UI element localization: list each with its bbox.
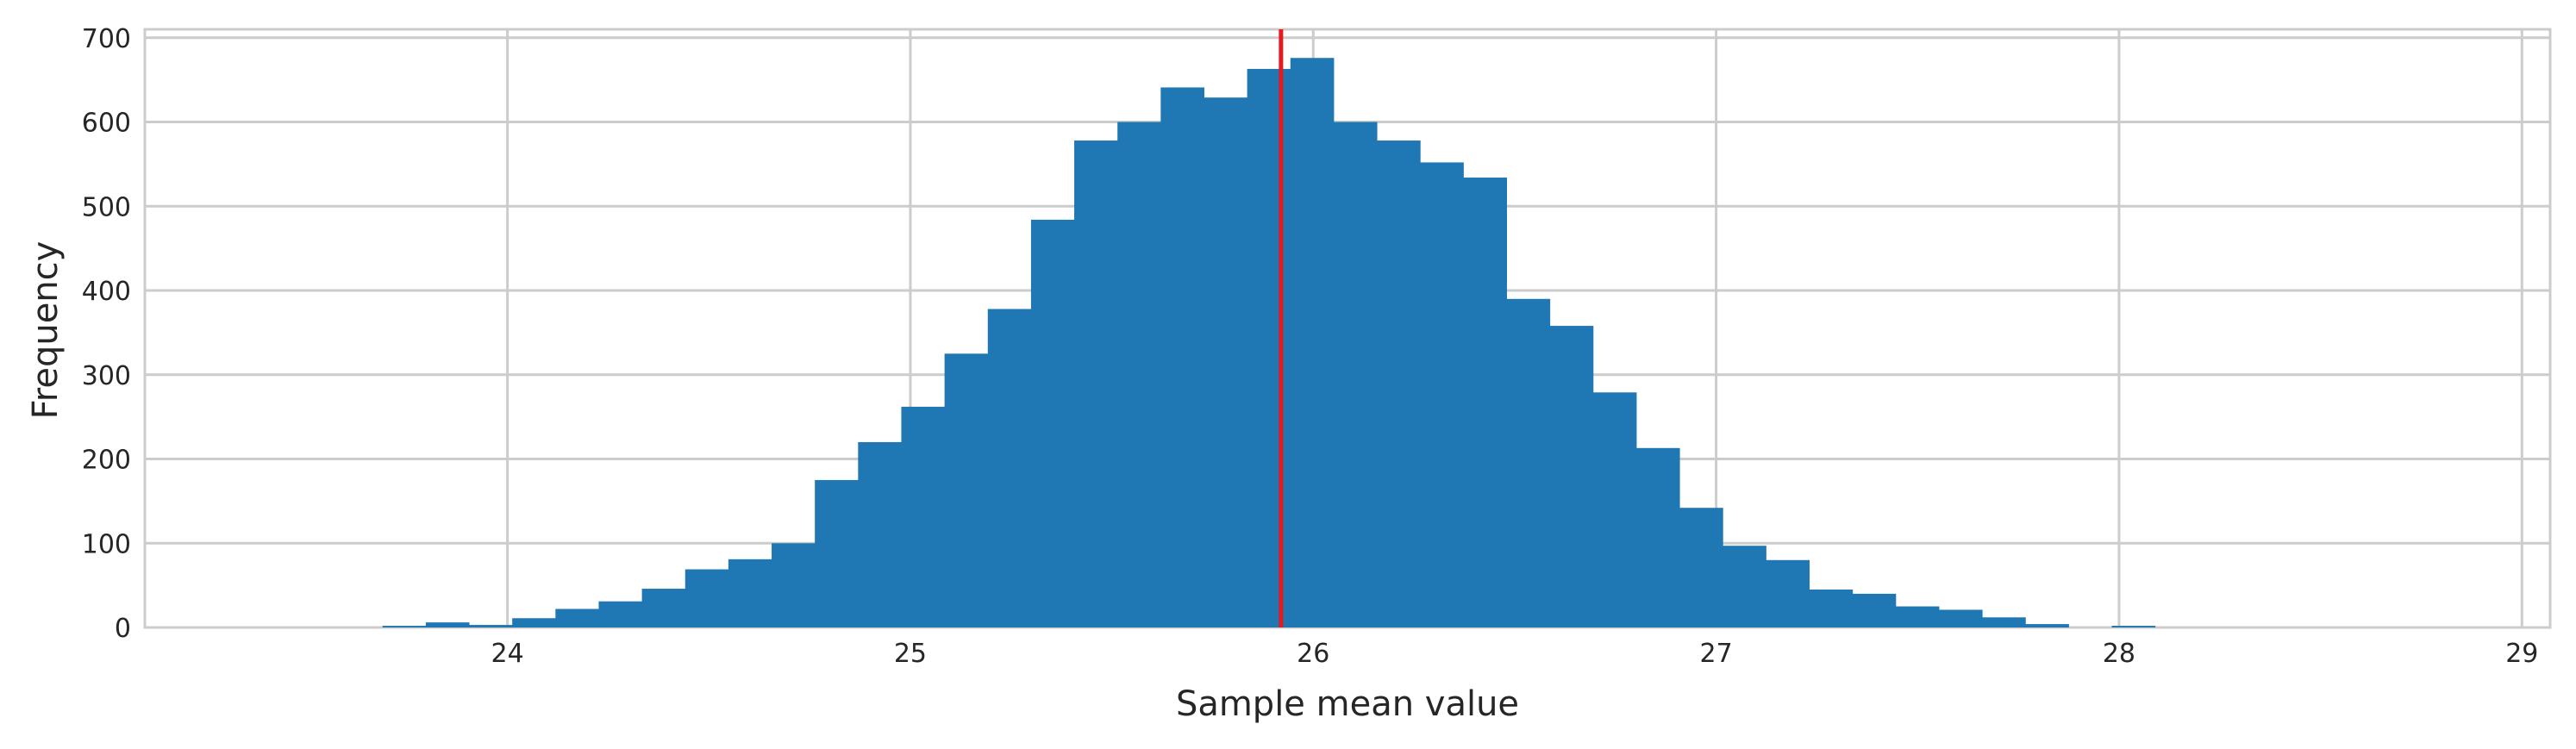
histogram-bar xyxy=(425,622,470,627)
histogram-bar xyxy=(1506,298,1551,627)
histogram-bar xyxy=(1766,559,1810,627)
histogram-bar xyxy=(728,559,772,627)
histogram-bar xyxy=(1247,68,1291,627)
x-tick-label: 24 xyxy=(491,639,524,669)
histogram-bar xyxy=(685,569,729,627)
histogram-bar xyxy=(469,625,513,627)
histogram-bar xyxy=(858,441,902,627)
y-axis-ticks: 0 100 200 300 400 500 600 700 xyxy=(82,24,131,644)
histogram-bar xyxy=(901,406,946,627)
histogram-bar xyxy=(1204,97,1248,628)
y-tick-label: 0 xyxy=(115,614,131,644)
histogram-bar xyxy=(1117,122,1161,628)
histogram-bar xyxy=(641,589,686,627)
histogram-bar xyxy=(944,353,989,627)
x-tick-label: 25 xyxy=(894,639,927,669)
x-axis-title: Sample mean value xyxy=(1176,684,1519,724)
y-tick-label: 400 xyxy=(82,277,131,307)
histogram-bar xyxy=(1982,617,2026,627)
histogram-bar xyxy=(1290,58,1335,627)
histogram-bar xyxy=(1463,178,1508,627)
histogram-bar xyxy=(772,543,816,627)
histogram-bar xyxy=(1333,122,1378,628)
histogram-bar xyxy=(1852,593,1897,627)
histogram-bar xyxy=(1592,392,1637,627)
y-tick-label: 600 xyxy=(82,109,131,139)
histogram-bar xyxy=(555,609,599,627)
histogram-bar xyxy=(2025,624,2069,627)
histogram-bar xyxy=(1074,140,1118,628)
x-tick-label: 26 xyxy=(1297,639,1329,669)
histogram-bar xyxy=(1635,447,1680,627)
histogram-bars xyxy=(382,58,2156,628)
histogram-bar xyxy=(1030,219,1075,627)
y-tick-label: 700 xyxy=(82,24,131,54)
histogram-bar xyxy=(1809,590,1854,627)
histogram-bar xyxy=(1938,609,1983,627)
histogram-bar xyxy=(1160,87,1204,627)
x-tick-label: 27 xyxy=(1700,639,1733,669)
histogram-bar xyxy=(512,618,556,627)
histogram-bar xyxy=(382,626,427,627)
histogram-bar xyxy=(987,309,1032,627)
x-axis-ticks: 24 25 26 27 28 29 xyxy=(491,639,2539,669)
histogram-bar xyxy=(1895,606,1940,627)
y-tick-label: 100 xyxy=(82,529,131,559)
histogram-bar xyxy=(815,479,859,627)
y-tick-label: 500 xyxy=(82,192,131,222)
y-axis-title: Frequency xyxy=(26,241,66,420)
histogram-bar xyxy=(598,601,643,627)
histogram-bar xyxy=(2111,626,2156,627)
histogram-bar xyxy=(1679,508,1723,627)
histogram-bar xyxy=(1723,546,1766,627)
histogram-bar xyxy=(1377,140,1421,628)
y-tick-label: 200 xyxy=(82,446,131,476)
histogram-bar xyxy=(1420,162,1464,627)
x-tick-label: 29 xyxy=(2505,639,2538,669)
y-tick-label: 300 xyxy=(82,361,131,391)
histogram-bar xyxy=(1549,326,1594,627)
x-tick-label: 28 xyxy=(2103,639,2135,669)
